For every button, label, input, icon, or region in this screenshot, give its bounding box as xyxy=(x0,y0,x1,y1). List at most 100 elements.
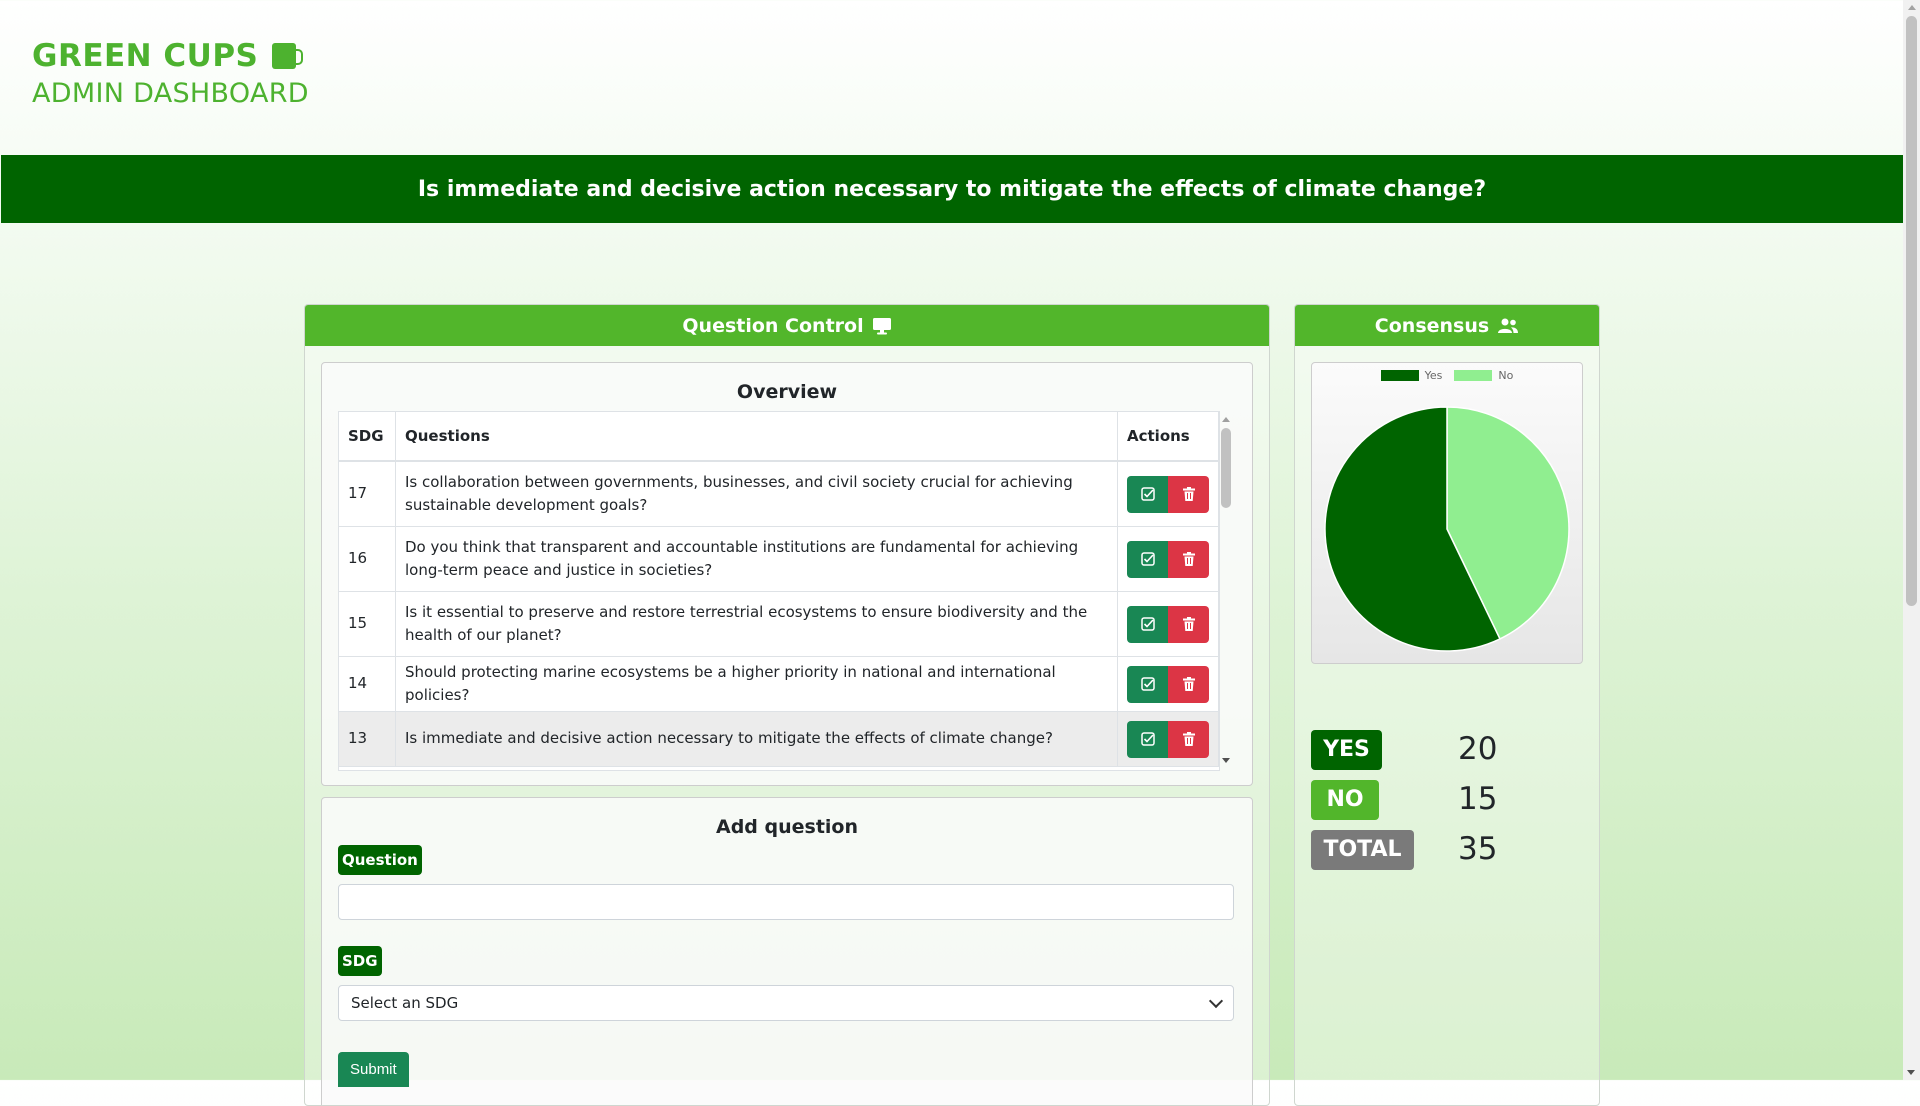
trash-icon xyxy=(1182,617,1195,631)
chart-legend: Yes No xyxy=(1312,369,1582,382)
legend-label-no: No xyxy=(1498,369,1514,382)
stat-label-total: TOTAL xyxy=(1311,829,1414,870)
sdg-select[interactable]: Select an SDG xyxy=(338,985,1234,1021)
row-sdg: 15 xyxy=(339,591,396,657)
activate-question-button[interactable] xyxy=(1127,605,1168,643)
current-question-banner: Is immediate and decisive action necessa… xyxy=(1,155,1903,223)
delete-question-button[interactable] xyxy=(1168,475,1209,513)
questions-table-container[interactable]: SDG Questions Actions 17 Is collaboratio… xyxy=(338,411,1220,771)
row-sdg: 17 xyxy=(339,461,396,527)
consensus-header: Consensus xyxy=(1295,305,1599,346)
row-sdg: 14 xyxy=(339,656,396,712)
question-control-card: Question Control Overview SDG Questions … xyxy=(304,304,1270,1106)
question-control-header: Question Control xyxy=(305,305,1269,346)
check-square-icon xyxy=(1140,487,1155,501)
stat-value-total: 35 xyxy=(1458,831,1498,867)
delete-question-button[interactable] xyxy=(1168,665,1209,703)
row-question: Is it essential to preserve and restore … xyxy=(395,591,1118,657)
delete-question-button[interactable] xyxy=(1168,605,1209,643)
consensus-title: Consensus xyxy=(1374,314,1490,337)
questions-table: SDG Questions Actions 17 Is collaboratio… xyxy=(339,412,1219,767)
scroll-down-arrow[interactable] xyxy=(1222,758,1230,763)
submit-button[interactable]: Submit xyxy=(338,1052,409,1087)
trash-icon xyxy=(1182,677,1195,691)
consensus-stats: YES 20 NO 15 TOTAL 35 xyxy=(1311,729,1497,879)
stat-label-yes: YES xyxy=(1311,729,1382,770)
overview-panel: Overview SDG Questions Actions 17 Is col… xyxy=(321,362,1253,786)
row-sdg: 13 xyxy=(339,711,396,767)
legend-item-no[interactable]: No xyxy=(1454,369,1513,382)
row-actions xyxy=(1117,461,1219,527)
page-scroll-up-arrow[interactable] xyxy=(1907,5,1916,10)
legend-label-yes: Yes xyxy=(1424,369,1443,382)
activate-question-button[interactable] xyxy=(1127,475,1168,513)
column-header-questions: Questions xyxy=(395,412,1118,462)
trash-icon xyxy=(1182,487,1195,501)
check-square-icon xyxy=(1140,552,1155,566)
check-square-icon xyxy=(1140,677,1155,691)
mug-icon xyxy=(272,43,304,69)
legend-swatch-no xyxy=(1454,370,1493,381)
delete-question-button[interactable] xyxy=(1168,540,1209,578)
action-button-group xyxy=(1127,720,1209,758)
pie-slice-yes[interactable] xyxy=(1324,406,1501,652)
row-actions xyxy=(1117,526,1219,592)
question-control-title: Question Control xyxy=(682,314,864,337)
table-header-row: SDG Questions Actions xyxy=(339,412,1219,462)
table-row: 14 Should protecting marine ecosystems b… xyxy=(339,656,1219,712)
pie-slice-no[interactable] xyxy=(1446,406,1570,640)
stat-row-yes: YES 20 xyxy=(1311,729,1497,770)
table-row: 15 Is it essential to preserve and resto… xyxy=(339,591,1219,657)
question-input[interactable] xyxy=(338,884,1234,920)
add-question-panel: Add question Question SDG Select an SDG … xyxy=(321,797,1253,1105)
row-question: Do you think that transparent and accoun… xyxy=(395,526,1118,592)
stat-value-no: 15 xyxy=(1458,781,1498,817)
action-button-group xyxy=(1127,540,1209,578)
chevron-down-icon xyxy=(1208,993,1224,1009)
brand-title: GREEN CUPS xyxy=(32,38,309,74)
consensus-chart: Yes No xyxy=(1311,362,1583,664)
activate-question-button[interactable] xyxy=(1127,720,1168,758)
consensus-card: Consensus Yes No YES 20 NO 15 xyxy=(1294,304,1600,1106)
scroll-thumb[interactable] xyxy=(1221,428,1231,508)
table-row-active: 13 Is immediate and decisive action nece… xyxy=(339,711,1219,767)
users-icon xyxy=(1498,318,1519,333)
page-scrollbar[interactable] xyxy=(1903,0,1920,1080)
page-scroll-down-arrow[interactable] xyxy=(1907,1070,1915,1075)
row-actions xyxy=(1117,711,1219,767)
page-scroll-thumb[interactable] xyxy=(1906,16,1917,606)
action-button-group xyxy=(1127,665,1209,703)
brand: GREEN CUPS ADMIN DASHBOARD xyxy=(32,38,309,109)
row-question: Is collaboration between governments, bu… xyxy=(395,461,1118,527)
row-actions xyxy=(1117,656,1219,712)
table-row: 16 Do you think that transparent and acc… xyxy=(339,526,1219,592)
delete-question-button[interactable] xyxy=(1168,720,1209,758)
add-question-title: Add question xyxy=(715,816,859,838)
stat-row-no: NO 15 xyxy=(1311,779,1497,820)
monitor-icon xyxy=(872,317,891,334)
legend-item-yes[interactable]: Yes xyxy=(1380,369,1443,382)
check-square-icon xyxy=(1140,617,1155,631)
stat-value-yes: 20 xyxy=(1458,731,1498,767)
row-actions xyxy=(1117,591,1219,657)
activate-question-button[interactable] xyxy=(1127,665,1168,703)
action-button-group xyxy=(1127,475,1209,513)
stat-row-total: TOTAL 35 xyxy=(1311,829,1497,870)
stat-label-no: NO xyxy=(1311,779,1379,820)
scroll-up-arrow[interactable] xyxy=(1222,417,1230,422)
table-scrollbar[interactable] xyxy=(1218,411,1234,769)
sdg-select-value: Select an SDG xyxy=(351,994,459,1012)
brand-subtitle: ADMIN DASHBOARD xyxy=(32,78,309,109)
activate-question-button[interactable] xyxy=(1127,540,1168,578)
legend-swatch-yes xyxy=(1380,370,1419,381)
trash-icon xyxy=(1182,732,1195,746)
column-header-sdg: SDG xyxy=(339,412,396,462)
action-button-group xyxy=(1127,605,1209,643)
question-label: Question xyxy=(338,845,422,875)
trash-icon xyxy=(1182,552,1195,566)
check-square-icon xyxy=(1140,732,1155,746)
pie-chart xyxy=(1324,406,1570,652)
row-question: Should protecting marine ecosystems be a… xyxy=(395,656,1118,712)
table-row: 17 Is collaboration between governments,… xyxy=(339,461,1219,527)
row-sdg: 16 xyxy=(339,526,396,592)
